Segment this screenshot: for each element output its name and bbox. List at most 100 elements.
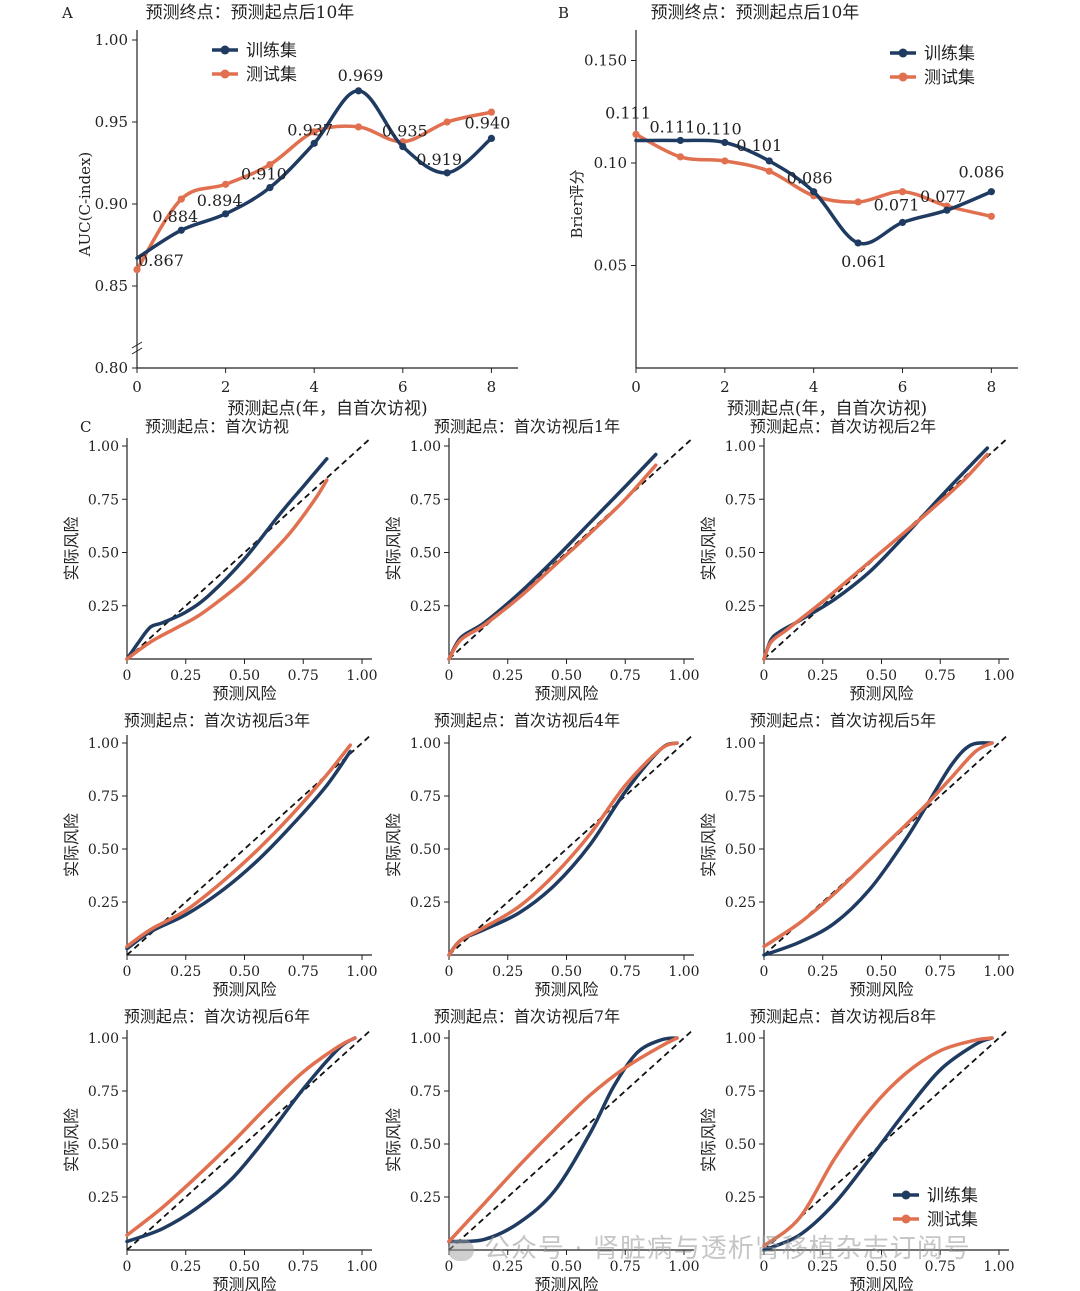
point-train <box>222 210 230 218</box>
y-tick-label: 0.10 <box>594 154 627 172</box>
data-label: 0.111 <box>605 103 651 122</box>
y-tick-label: 0.75 <box>410 789 441 805</box>
series-line-train <box>125 1036 357 1244</box>
x-tick-label: 0 <box>123 668 132 684</box>
x-tick-label: 1.00 <box>983 1259 1014 1275</box>
y-tick-label: 0.25 <box>410 895 441 911</box>
x-tick-label: 1.00 <box>983 668 1014 684</box>
y-tick-label: 0.50 <box>88 842 119 858</box>
y-tick-label: 0.25 <box>410 1190 441 1206</box>
y-tick-label: 1.00 <box>725 1031 756 1047</box>
y-tick-label: 0.75 <box>88 492 119 508</box>
point-test <box>133 266 141 274</box>
y-tick-label: 0.05 <box>594 257 627 275</box>
x-tick-label: 0.50 <box>551 1259 582 1275</box>
y-tick-label: 0.25 <box>88 599 119 615</box>
x-tick-label: 0.25 <box>492 1259 523 1275</box>
y-tick-label: 0.50 <box>410 1137 441 1153</box>
x-axis-label: 预测风险 <box>212 1275 276 1291</box>
calibration-panel-5: 预测起点：首次访视后4年 0 0.25 0.50 0.75 1.00 0.25 0.50 0.7… <box>384 711 700 999</box>
calibration-panel-4: 预测起点：首次访视后3年 0 0.25 0.50 0.75 1.00 0.25 0.50 0.7… <box>62 711 378 999</box>
y-tick-label: 1.00 <box>410 439 441 455</box>
data-label: 0.071 <box>874 195 920 214</box>
x-tick-label: 0.25 <box>807 964 838 980</box>
x-tick-label: 0.50 <box>551 668 582 684</box>
panel-title: 预测终点：预测起点后10年 <box>146 3 355 23</box>
x-tick-label: 8 <box>987 378 997 396</box>
x-tick-label: 0.50 <box>866 668 897 684</box>
y-axis-label: 实际风险 <box>62 516 81 580</box>
panel-title: 预测起点：首次访视后1年 <box>434 417 620 436</box>
legend-marker-test <box>898 72 908 82</box>
panel-title: 预测终点：预测起点后10年 <box>651 3 860 23</box>
y-tick-label: 0.25 <box>88 895 119 911</box>
x-tick-label: 1.00 <box>346 964 377 980</box>
legend-label-test: 测试集 <box>246 65 297 85</box>
x-tick-label: 0.75 <box>288 668 319 684</box>
panel-title: 预测起点：首次访视后8年 <box>750 1007 936 1026</box>
data-label: 0.111 <box>650 117 696 136</box>
series-line-test <box>447 463 658 661</box>
legend-label-train: 训练集 <box>927 1186 978 1206</box>
y-tick-label: 1.00 <box>88 439 119 455</box>
series-line-test <box>447 1036 679 1244</box>
x-tick-label: 1.00 <box>983 964 1014 980</box>
series-line-train <box>762 446 990 661</box>
panel-A: A 预测终点：预测起点后10年 0 2 4 6 8 0.80 0.85 0.90 0.95 1.00 预… <box>61 3 518 419</box>
x-tick-label: 0.75 <box>610 1259 641 1275</box>
data-label: 0.910 <box>241 165 287 184</box>
point-test <box>676 153 685 161</box>
axis-break-mark <box>131 341 143 355</box>
y-tick-label: 0.25 <box>725 599 756 615</box>
x-tick-label: 0 <box>445 668 454 684</box>
y-tick-label: 0.50 <box>725 842 756 858</box>
x-tick-label: 1.00 <box>668 964 699 980</box>
point-test <box>898 188 907 196</box>
x-tick-label: 6 <box>398 378 408 396</box>
x-tick-label: 0 <box>760 964 769 980</box>
y-axis-label: 实际风险 <box>62 813 81 877</box>
x-tick-label: 0 <box>445 964 454 980</box>
x-tick-label: 0.75 <box>610 668 641 684</box>
data-label: 0.894 <box>197 191 243 210</box>
y-tick-label: 0.50 <box>725 546 756 562</box>
calibration-panel-7: 预测起点：首次访视后6年 0 0.25 0.50 0.75 1.00 0.25 0.50 0.7… <box>62 1007 378 1291</box>
series-line-train <box>762 741 994 957</box>
data-label: 0.937 <box>287 120 333 139</box>
legend-marker-train <box>898 48 908 58</box>
series-line-train <box>447 741 679 957</box>
y-tick-label: 0.25 <box>725 1190 756 1206</box>
x-tick-label: 1.00 <box>346 1259 377 1275</box>
panel-letter-C: C <box>80 418 91 436</box>
legend-label-train: 训练集 <box>924 44 975 64</box>
point-test <box>354 123 363 131</box>
x-tick-label: 0 <box>760 668 769 684</box>
x-tick-label: 0.25 <box>492 668 523 684</box>
y-axis-label: 实际风险 <box>699 813 718 877</box>
x-tick-label: 0.25 <box>170 668 201 684</box>
point-train <box>676 136 685 145</box>
panel-title: 预测起点：首次访视后7年 <box>434 1007 620 1026</box>
x-tick-label: 0.75 <box>925 964 956 980</box>
y-tick-label: 0.50 <box>88 1137 119 1153</box>
point-test <box>721 157 729 165</box>
x-tick-label: 0 <box>123 1259 132 1275</box>
point-train <box>721 138 729 147</box>
y-tick-label: 1.00 <box>410 736 441 752</box>
data-label: 0.935 <box>382 122 428 141</box>
y-tick-label: 1.00 <box>95 31 128 49</box>
x-tick-label: 0.25 <box>170 964 201 980</box>
y-axis-label: 实际风险 <box>699 1108 718 1172</box>
series-line-test <box>762 1036 994 1248</box>
point-test <box>310 128 318 136</box>
x-tick-label: 0 <box>132 378 142 396</box>
y-axis-label: 实际风险 <box>384 813 403 877</box>
y-tick-label: 0.75 <box>725 789 756 805</box>
legend-marker-test <box>901 1214 911 1224</box>
data-label: 0.061 <box>841 252 887 271</box>
point-test <box>177 195 185 203</box>
point-train <box>177 226 185 234</box>
x-axis-label: 预测风险 <box>212 684 276 703</box>
y-axis-label: 实际风险 <box>62 1108 81 1172</box>
panel-title: 预测起点：首次访视后6年 <box>124 1007 310 1026</box>
